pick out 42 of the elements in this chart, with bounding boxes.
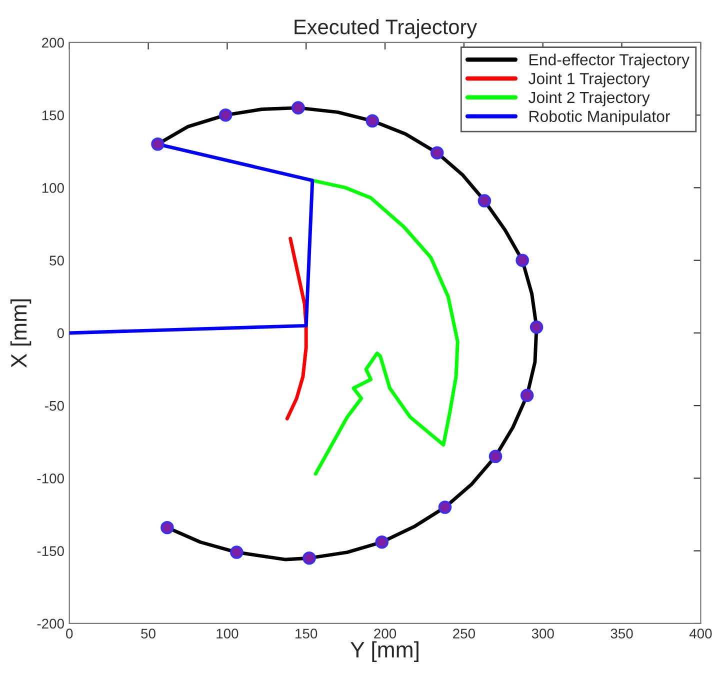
line-series <box>310 178 460 476</box>
x-tick-label: 50 <box>141 628 156 639</box>
chart-title: Executed Trajectory <box>294 19 478 38</box>
point <box>151 137 164 151</box>
point <box>160 520 174 534</box>
point <box>530 320 544 334</box>
line-series <box>285 236 308 420</box>
x-tick-label: 300 <box>532 628 554 639</box>
x-tick-label: 0 <box>66 628 73 639</box>
point <box>375 535 389 549</box>
y-tick-label: 50 <box>50 256 64 266</box>
x-tick-label: 150 <box>296 628 318 639</box>
point <box>292 101 305 114</box>
point <box>438 500 452 514</box>
x-tick-label: 350 <box>610 628 633 639</box>
point <box>218 108 232 122</box>
y-tick-label: -50 <box>45 400 64 411</box>
point <box>520 388 534 402</box>
y-tick-label: 100 <box>42 183 64 193</box>
y-tick-label: -200 <box>37 618 64 629</box>
point <box>478 194 492 208</box>
y-axis-title: X [mm] <box>10 299 32 368</box>
y-tick-label: 150 <box>42 110 64 120</box>
legend-label: Robotic Manipulator <box>530 110 670 126</box>
y-tick-label: 200 <box>42 38 64 48</box>
y-tick-label: -100 <box>37 474 64 484</box>
x-tick-label: 400 <box>689 628 712 639</box>
point <box>516 254 529 267</box>
point <box>430 146 444 160</box>
point <box>302 551 316 565</box>
legend-label: Joint 2 Trajectory <box>528 91 650 106</box>
point <box>488 450 502 464</box>
point <box>230 546 244 559</box>
x-tick-label: 100 <box>216 628 238 639</box>
y-tick-label: 0 <box>57 328 64 338</box>
legend-label: End-effector Trajectory <box>530 54 690 69</box>
x-tick-label: 250 <box>453 628 475 639</box>
x-tick-label: 200 <box>374 628 396 639</box>
point <box>366 114 380 128</box>
y-tick-label: -150 <box>37 546 64 556</box>
x-axis-title: Y [mm] <box>350 641 418 662</box>
legend-label: Joint 1 Trajectory <box>528 72 650 88</box>
